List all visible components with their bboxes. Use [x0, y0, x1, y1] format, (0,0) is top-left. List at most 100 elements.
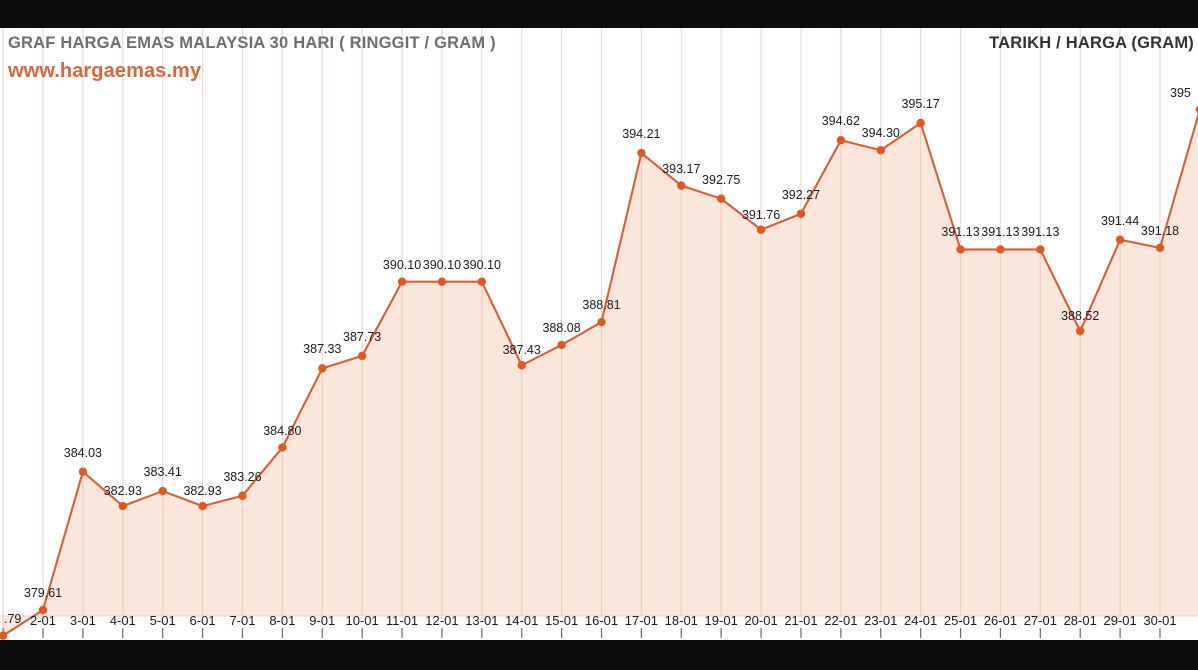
- area-fill: [3, 116, 1198, 636]
- x-axis-label: 29-01: [1103, 613, 1137, 628]
- data-point-label: 391.13: [981, 225, 1020, 240]
- x-axis-label: 10-01: [345, 613, 379, 628]
- data-point-label: 382.93: [183, 484, 222, 499]
- x-axis-label: 15-01: [544, 613, 579, 628]
- data-point-label: .79: [4, 611, 22, 626]
- data-point: [876, 146, 885, 155]
- data-point-label: 391.13: [941, 225, 980, 240]
- data-point: [0, 631, 8, 640]
- data-point: [238, 491, 247, 500]
- x-axis-label: 13-01: [465, 613, 499, 628]
- data-point: [38, 605, 48, 615]
- x-axis-label: 6-01: [189, 613, 216, 628]
- data-point: [956, 245, 965, 254]
- x-axis-label: 17-01: [624, 613, 659, 628]
- data-point-label: 390.10: [382, 257, 422, 272]
- x-axis-label: 21-01: [784, 613, 818, 628]
- x-axis-label: 26-01: [983, 613, 1018, 628]
- data-point: [796, 209, 806, 218]
- data-point-label: 394.21: [622, 127, 661, 142]
- chart-canvas: GRAF HARGA EMAS MALAYSIA 30 HARI ( RINGG…: [0, 28, 1198, 640]
- bottom-letterbox-bar: [0, 640, 1198, 670]
- data-point: [597, 317, 606, 327]
- x-axis-label: 24-01: [904, 613, 938, 628]
- data-point: [836, 136, 846, 145]
- x-axis-label: 18-01: [664, 613, 698, 628]
- data-point: [278, 443, 287, 452]
- chart-title-right: TARIKH / HARGA (GRAM): [989, 34, 1194, 52]
- x-axis-label: 28-01: [1063, 613, 1097, 628]
- data-point-label: 390.10: [462, 257, 501, 272]
- x-axis-label: 19-01: [704, 613, 738, 628]
- x-axis-label: 22-01: [824, 613, 858, 628]
- data-point-label: 395: [1170, 85, 1191, 100]
- data-point-label: 394.62: [821, 114, 860, 129]
- top-letterbox-bar: [0, 0, 1198, 28]
- data-point: [198, 501, 207, 511]
- data-point-label: 387.33: [303, 342, 342, 357]
- data-point-label: 391.44: [1100, 213, 1140, 228]
- x-axis-label: 16-01: [584, 613, 619, 628]
- data-point: [397, 277, 407, 286]
- data-point: [1036, 245, 1045, 254]
- data-point-label: 390.10: [422, 257, 462, 272]
- x-axis-label: 9-01: [309, 613, 336, 628]
- data-point-label: 388.81: [582, 298, 621, 313]
- data-point: [437, 277, 447, 286]
- data-point: [716, 194, 726, 203]
- site-url-watermark: www.hargaemas.my: [8, 60, 202, 82]
- data-point-label: 395.17: [901, 97, 940, 111]
- x-axis-label: 7-01: [229, 613, 256, 628]
- data-point-label: 382.93: [103, 484, 142, 499]
- x-axis-label: 25-01: [943, 613, 978, 628]
- data-point: [1195, 105, 1198, 114]
- data-point-label: 392.27: [781, 187, 821, 202]
- x-axis-label: 30-01: [1143, 613, 1177, 628]
- x-axis-label: 20-01: [744, 613, 778, 628]
- x-axis-label: 5-01: [149, 613, 176, 628]
- data-point-label: 388.52: [1061, 309, 1100, 324]
- data-point: [916, 118, 925, 128]
- data-point-label: 393.17: [662, 161, 701, 176]
- chart-title: GRAF HARGA EMAS MALAYSIA 30 HARI ( RINGG…: [8, 34, 496, 52]
- gold-price-area-chart: [0, 28, 1198, 640]
- data-point: [158, 486, 167, 496]
- data-point-label: 383.41: [143, 465, 182, 480]
- data-point: [477, 277, 487, 286]
- data-point: [756, 225, 766, 234]
- data-point: [557, 340, 566, 350]
- data-point: [357, 351, 367, 361]
- data-point-label: 384.80: [263, 423, 302, 438]
- x-axis-label: 4-01: [109, 613, 136, 628]
- data-point-label: 388.08: [542, 320, 581, 335]
- x-axis-label: 3-01: [69, 613, 96, 628]
- data-point: [1155, 243, 1165, 253]
- x-axis-label: 8-01: [269, 613, 296, 628]
- data-point: [78, 467, 88, 476]
- data-point: [637, 148, 646, 158]
- x-axis-label: 27-01: [1023, 613, 1057, 628]
- data-point: [517, 361, 526, 370]
- data-point-label: 391.76: [741, 207, 781, 222]
- data-point-label: 383.26: [223, 469, 262, 484]
- data-point: [1115, 235, 1125, 244]
- data-point-label: 384.03: [63, 445, 103, 460]
- x-axis-label: 12-01: [425, 613, 459, 628]
- x-axis-label: 14-01: [505, 613, 539, 628]
- data-point: [318, 364, 327, 373]
- data-point-label: 387.73: [343, 329, 382, 344]
- data-point-label: 379.61: [23, 586, 63, 600]
- data-point-label: 391.18: [1140, 223, 1180, 238]
- data-point-label: 391.13: [1021, 225, 1060, 240]
- data-point: [1076, 326, 1085, 336]
- x-axis-label: 2-01: [29, 613, 57, 628]
- data-point: [996, 245, 1005, 254]
- data-point-label: 392.75: [702, 172, 741, 187]
- data-point-label: 387.43: [502, 343, 541, 358]
- x-axis-label: 11-01: [385, 613, 419, 628]
- data-point: [118, 501, 127, 511]
- data-point: [677, 181, 686, 190]
- data-point-label: 394.30: [861, 126, 900, 141]
- x-axis-label: 23-01: [864, 613, 898, 628]
